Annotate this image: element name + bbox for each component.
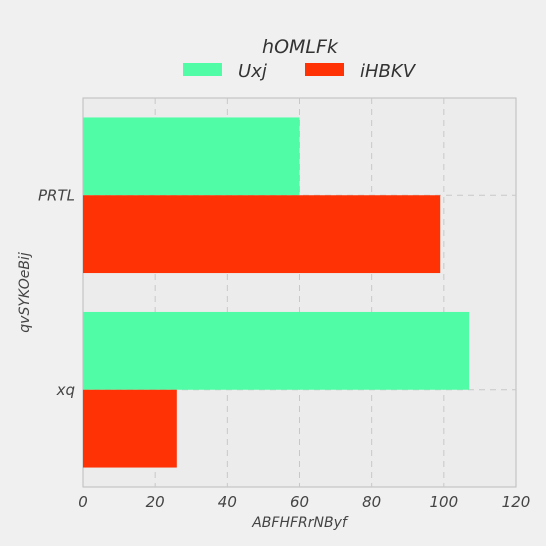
x-axis-label: ABFHFRrNByf [251, 515, 349, 531]
x-tick-label: 0 [78, 493, 88, 511]
x-tick-label: 20 [146, 493, 165, 511]
x-tick-label: 100 [430, 493, 459, 511]
x-tick-labels: 0 20 40 60 80 100 120 [78, 493, 530, 511]
legend-swatch-series-1 [183, 63, 222, 76]
legend-label-series-1: Uxj [238, 61, 267, 82]
y-tick-labels: PRTL xq [38, 186, 75, 399]
bar-2-xq [83, 389, 177, 468]
x-tick-label: 40 [218, 493, 237, 511]
x-tick-label: 80 [362, 493, 381, 511]
bar-2-prtl [83, 195, 441, 274]
legend-label-series-2: iHBKV [360, 61, 417, 82]
y-axis-label: qvSYKOeBij [17, 252, 33, 333]
x-tick-label: 60 [290, 493, 309, 511]
legend-swatch-series-2 [305, 63, 344, 76]
legend-title: hOMLFk [262, 36, 339, 58]
bar-1-prtl [83, 117, 300, 196]
legend: hOMLFk Uxj iHBKV [183, 36, 417, 82]
y-tick-label: PRTL [38, 186, 75, 204]
x-tick-label: 120 [502, 493, 531, 511]
y-tick-label: xq [56, 381, 75, 399]
bar-1-xq [83, 311, 470, 390]
bars [83, 117, 470, 468]
